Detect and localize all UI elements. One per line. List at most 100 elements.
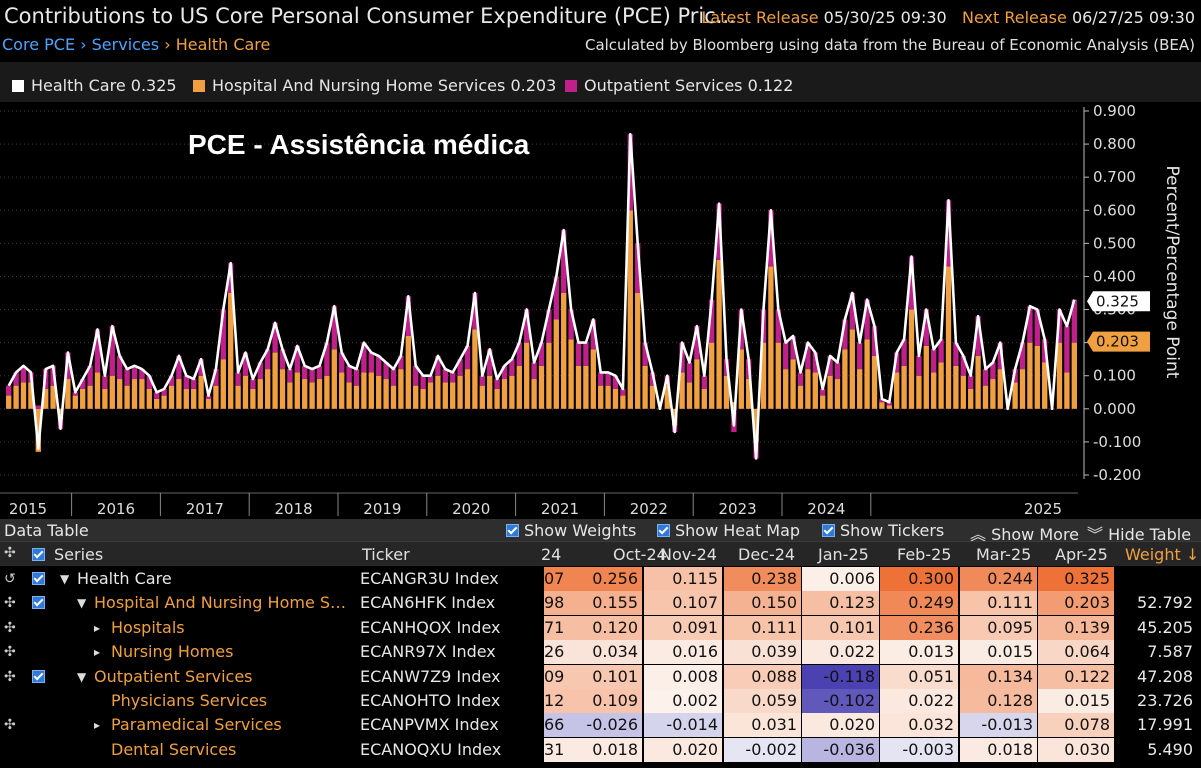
col-month[interactable]: Jan-25	[818, 545, 869, 564]
weight-cell: 17.991	[1137, 715, 1193, 735]
table-row[interactable]: ✣ ▼ Outpatient Services ECANW7Z9 Index 09 0.1…	[0, 664, 1201, 690]
bar-outpatient	[464, 345, 471, 370]
move-icon[interactable]: ✣	[4, 619, 16, 636]
bar-outpatient	[35, 405, 41, 409]
table-row[interactable]: ✣ ▼ Hospital And Nursing Home S… ECAN6HFK I…	[0, 591, 1201, 616]
breadcrumb-core-pce[interactable]: Core PCE	[2, 35, 76, 54]
series-name[interactable]: Hospital And Nursing Home S…	[94, 593, 347, 613]
bar-outpatient	[916, 355, 922, 376]
legend-item-health-care[interactable]: Health Care 0.325	[12, 76, 177, 95]
table-row[interactable]: ✣ ▸ Hospitals ECANHQOX Index 71 0.120 0.091 0.1…	[0, 615, 1201, 641]
ticker-cell[interactable]: ECANHQOX Index	[360, 617, 501, 637]
col-month[interactable]: Mar-25	[976, 545, 1032, 564]
move-icon[interactable]: ✣	[4, 595, 16, 612]
value-cell: 0.249	[880, 591, 958, 616]
expand-arrow-icon[interactable]: ▼	[77, 596, 87, 611]
col-cut-month[interactable]: 24	[541, 545, 562, 564]
ticker-cell[interactable]: ECANOHTO Index	[360, 691, 501, 710]
col-month[interactable]: Dec-24	[738, 545, 796, 564]
bar-hospital	[975, 355, 981, 409]
series-name[interactable]: Hospitals	[111, 617, 185, 637]
chart-line-group	[7, 132, 1076, 460]
series-name[interactable]: Health Care	[77, 569, 172, 588]
pce-chart[interactable]: 0.9000.8000.7000.6000.5000.4000.3000.200…	[0, 102, 1201, 519]
col-month[interactable]: Apr-25	[1055, 545, 1108, 564]
bar-hospital	[109, 375, 115, 409]
ticker-cell[interactable]: ECAN6HFK Index	[360, 593, 496, 613]
col-month[interactable]: Oct-24	[613, 545, 667, 564]
value-cell: 0.051	[880, 664, 958, 689]
bar-outpatient	[975, 316, 981, 356]
bar-outpatient	[768, 210, 774, 267]
bar-outpatient	[368, 352, 374, 373]
ticker-cell[interactable]: ECANPVMX Index	[360, 715, 499, 735]
table-row[interactable]: ↺ ▼ Health Care ECANGR3U Index 07 0.256 0.115 0…	[0, 567, 1201, 592]
show-heat-map-toggle[interactable]: Show Heat Map	[657, 521, 800, 540]
ticker-cell[interactable]: ECANR97X Index	[360, 642, 496, 662]
legend-item-hospital-nursing[interactable]: Hospital And Nursing Home Services 0.203	[193, 76, 556, 95]
bar-hospital	[427, 382, 434, 409]
show-weights-toggle[interactable]: Show Weights	[506, 521, 636, 540]
bar-outpatient	[80, 379, 86, 389]
hide-table-button[interactable]: ︾ Hide Table	[1087, 521, 1191, 545]
series-name[interactable]: Physicians Services	[111, 691, 268, 710]
ticker-cell[interactable]: ECANOQXU Index	[360, 739, 502, 759]
bar-hospital	[346, 382, 352, 409]
row-checkbox[interactable]	[32, 591, 50, 615]
reset-icon[interactable]: ↺	[4, 571, 16, 587]
table-row[interactable]: ✣ ▸ Paramedical Services ECANPVMX Index 66 -0…	[0, 713, 1201, 738]
bar-outpatient	[568, 309, 574, 340]
bar-hospital	[294, 372, 300, 409]
breadcrumb-health-care: Health Care	[175, 35, 271, 54]
expand-arrow-icon[interactable]: ▸	[94, 645, 101, 660]
series-name[interactable]: Dental Services	[111, 739, 237, 759]
bar-hospital	[871, 355, 878, 409]
legend-swatch	[12, 80, 24, 92]
expand-arrow-icon[interactable]: ▸	[94, 718, 101, 733]
col-month[interactable]: Nov-24	[660, 545, 717, 564]
col-ticker[interactable]: Ticker	[362, 545, 410, 564]
table-row[interactable]: ✣ ▸ Nursing Homes ECANR97X Index 26 0.034 0.01…	[0, 640, 1201, 665]
value-cell: 0.006	[802, 567, 879, 591]
bar-hospital	[487, 375, 493, 409]
series-name[interactable]: Outpatient Services	[94, 666, 253, 686]
bar-hospital	[205, 398, 212, 409]
latest-release-label: Latest Release	[701, 8, 819, 27]
breadcrumb-services[interactable]: Services	[91, 35, 160, 54]
show-more-button[interactable]: ︽ Show More	[970, 521, 1079, 545]
series-name[interactable]: Nursing Homes	[111, 642, 234, 662]
col-series[interactable]: Series	[54, 545, 104, 564]
bar-hospital	[1012, 382, 1018, 409]
series-name[interactable]: Paramedical Services	[111, 715, 282, 735]
legend-swatch	[565, 80, 577, 92]
bar-hospital	[6, 395, 12, 409]
bar-outpatient	[864, 299, 870, 340]
table-row[interactable]: Dental Services ECANOQXU Index 31 0.018 0.02…	[0, 737, 1201, 763]
move-icon[interactable]: ✣	[4, 668, 16, 685]
col-month[interactable]: Feb-25	[897, 545, 952, 564]
legend-item-outpatient[interactable]: Outpatient Services 0.122	[565, 76, 793, 95]
value-cell: 0.111	[960, 591, 1037, 616]
select-all-checkbox[interactable]	[32, 545, 50, 564]
table-row[interactable]: Physicians Services ECANOHTO Index 12 0.109…	[0, 689, 1201, 714]
show-tickers-toggle[interactable]: Show Tickers	[822, 521, 944, 540]
value-cell: 0.091	[644, 615, 722, 640]
ticker-cell[interactable]: ECANW7Z9 Index	[360, 666, 501, 686]
bar-hospital	[612, 388, 619, 409]
expand-arrow-icon[interactable]: ▸	[94, 620, 101, 635]
value-cell: 0.101	[802, 615, 879, 640]
weight-cell: 52.792	[1137, 593, 1193, 613]
row-checkbox[interactable]	[32, 665, 50, 689]
move-icon[interactable]: ✣	[4, 717, 16, 734]
move-icon[interactable]: ✣	[4, 545, 16, 561]
move-icon[interactable]: ✣	[4, 644, 16, 661]
expand-arrow-icon[interactable]: ▼	[60, 572, 70, 586]
col-weight[interactable]: Weight ↓	[1125, 545, 1200, 564]
value-cell: -0.013	[960, 713, 1037, 738]
ticker-cell[interactable]: ECANGR3U Index	[360, 569, 499, 588]
expand-arrow-icon[interactable]: ▼	[77, 669, 87, 684]
bar-outpatient	[117, 355, 123, 380]
bar-hospital	[960, 375, 966, 409]
row-checkbox[interactable]	[32, 567, 50, 591]
bar-outpatient	[945, 200, 952, 267]
